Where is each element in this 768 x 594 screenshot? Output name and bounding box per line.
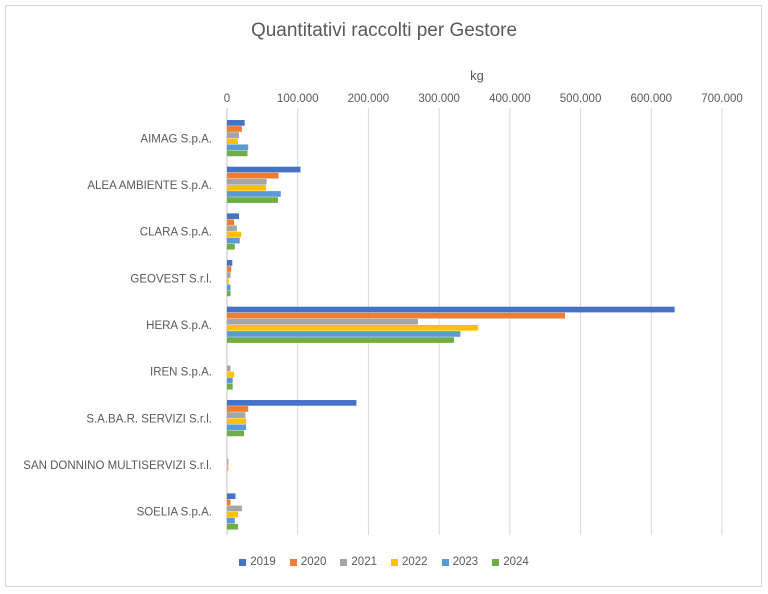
legend-swatch — [340, 558, 348, 566]
x-tick-label: 300.000 — [418, 93, 460, 105]
bar-2022 — [227, 371, 235, 378]
bar-2024 — [227, 523, 238, 530]
bar-2020 — [227, 126, 242, 132]
legend-item: 2019 — [239, 556, 276, 568]
bar-2020 — [227, 266, 232, 272]
category-label: SAN DONNINO MULTISERVIZI S.r.l. — [23, 460, 212, 472]
x-tick-label: 400.000 — [489, 93, 531, 105]
category-label: CLARA S.p.A. — [140, 227, 212, 239]
legend-item: 2024 — [492, 556, 529, 568]
x-tick-label: 500.000 — [560, 93, 602, 105]
bar-2022 — [227, 325, 479, 331]
legend-swatch — [492, 558, 500, 566]
bar-2024 — [227, 197, 278, 203]
bar-2021 — [227, 272, 231, 278]
legend-label: 2021 — [351, 556, 377, 568]
bar-2022 — [227, 185, 266, 191]
bar-2023 — [227, 331, 461, 337]
x-tick-label: 600.000 — [630, 93, 672, 105]
chart-frame — [5, 5, 762, 587]
chart-title: Quantitativi raccolti per Gestore — [250, 20, 518, 41]
bar-2019 — [227, 120, 245, 126]
bar-2020 — [227, 312, 566, 319]
bar-2020 — [227, 499, 231, 506]
bar-2021 — [227, 412, 246, 418]
bar-2019 — [227, 400, 357, 406]
bar-2022 — [227, 511, 238, 518]
bar-2022 — [227, 278, 229, 285]
category-label: SOELIA S.p.A. — [137, 507, 212, 519]
category-label: S.A.BA.R. SERVIZI S.r.l. — [86, 413, 212, 425]
bar-2022 — [227, 465, 229, 471]
legend-item: 2021 — [340, 556, 377, 568]
bar-2019 — [227, 213, 240, 220]
x-tick-label: 100.000 — [277, 93, 319, 105]
bar-2021 — [227, 318, 418, 325]
bar-2024 — [227, 383, 233, 390]
bar-2019 — [227, 493, 236, 500]
bar-2022 — [227, 138, 238, 145]
legend-swatch — [239, 558, 247, 566]
legend-swatch — [441, 558, 449, 566]
bar-2021 — [227, 178, 267, 185]
bar-2019 — [227, 306, 675, 313]
bar-2021 — [227, 458, 229, 465]
bar-2023 — [227, 191, 281, 197]
bar-2023 — [227, 144, 249, 151]
category-label: IREN S.p.A. — [150, 367, 212, 379]
bar-2023 — [227, 284, 231, 291]
bar-2021 — [227, 365, 231, 372]
bar-2019 — [227, 260, 233, 266]
legend-label: 2022 — [402, 556, 428, 568]
legend-swatch — [391, 558, 398, 566]
bar-2022 — [227, 231, 242, 238]
bar-2019 — [227, 166, 301, 173]
bar-2021 — [227, 132, 240, 138]
category-label: ALEA AMBIENTE S.p.A. — [87, 180, 212, 192]
bar-2024 — [227, 150, 248, 157]
legend-item: 2023 — [441, 556, 479, 568]
legend: 2019 2020 2021 2022 2023 2024 — [0, 556, 768, 568]
legend-swatch — [289, 558, 297, 566]
bar-2020 — [227, 172, 279, 179]
bar-2024 — [227, 290, 231, 297]
bar-2024 — [227, 243, 235, 250]
category-label: GEOVEST S.r.l. — [130, 273, 212, 285]
x-tick-label: 700.000 — [701, 93, 743, 105]
bar-2023 — [227, 424, 247, 431]
bar-2021 — [227, 505, 242, 512]
category-label: AIMAG S.p.A. — [140, 133, 212, 145]
bar-2023 — [227, 377, 233, 384]
axis-unit-label: kg — [470, 68, 484, 83]
bar-2020 — [227, 406, 249, 412]
x-tick-label: 0 — [224, 93, 230, 105]
bar-2024 — [227, 337, 454, 343]
legend-label: 2024 — [503, 556, 529, 568]
bar-2020 — [227, 219, 235, 226]
category-label: HERA S.p.A. — [146, 320, 212, 332]
bar-2022 — [227, 418, 247, 425]
legend-item: 2020 — [289, 556, 327, 568]
legend-label: 2019 — [250, 556, 276, 568]
legend-item: 2022 — [391, 556, 428, 568]
bar-2023 — [227, 237, 240, 244]
bar-2024 — [227, 430, 244, 437]
legend-label: 2020 — [300, 556, 327, 568]
bar-2021 — [227, 225, 237, 232]
x-tick-label: 200.000 — [348, 93, 390, 105]
bar-2023 — [227, 517, 235, 524]
legend-label: 2023 — [452, 556, 479, 568]
